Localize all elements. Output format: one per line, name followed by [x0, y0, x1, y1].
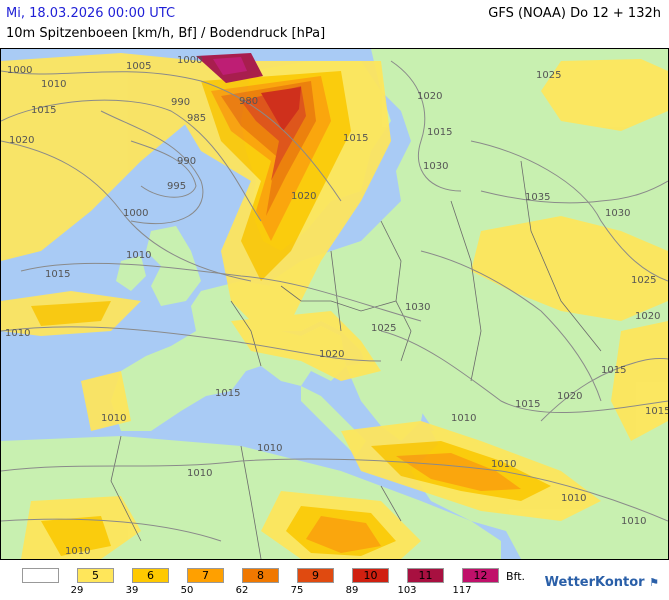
isobar-label: 1015	[31, 105, 56, 116]
legend-cell: 12	[462, 568, 499, 583]
land-balkans	[346, 361, 426, 441]
parameter-title: 10m Spitzenboeen [km/h, Bf] / Bodendruck…	[6, 26, 326, 41]
isobar-label: 1015	[45, 269, 70, 280]
legend-tick: 29	[70, 585, 84, 596]
isobar-label: 1030	[423, 161, 448, 172]
isobar-label: 1010	[257, 443, 282, 454]
isobar-label: 1010	[187, 468, 212, 479]
isobar-label: 995	[167, 181, 186, 192]
legend-cell: 5	[77, 568, 114, 583]
isobar-label: 990	[171, 97, 190, 108]
brand-name: WetterKontor	[544, 575, 645, 590]
isobar-label: 1020	[319, 349, 344, 360]
isobar-label: 1015	[343, 133, 368, 144]
isobar-label: 1025	[631, 275, 656, 286]
land-western-europe	[111, 281, 346, 431]
country-borders	[110, 160, 602, 559]
isobar-label: 1025	[536, 70, 561, 81]
isobar-label: 1010	[561, 493, 586, 504]
legend-tick: 39	[125, 585, 139, 596]
isobar-label: 1015	[645, 406, 668, 417]
legend-cell: 6	[132, 568, 169, 583]
isobar-label: 1010	[126, 250, 151, 261]
legend-cell: 7	[187, 568, 224, 583]
legend-tick: 89	[345, 585, 359, 596]
isobar-label: 1015	[215, 388, 240, 399]
isobar-label: 1015	[427, 127, 452, 138]
wind-flag-icon: ⚑	[649, 576, 659, 589]
isobar-label: 1010	[5, 328, 30, 339]
isobar-label: 1020	[557, 391, 582, 402]
isobar-label: 1010	[491, 459, 516, 470]
legend-cell: 9	[297, 568, 334, 583]
isobar-label: 1030	[405, 302, 430, 313]
isobar-label: 1015	[601, 365, 626, 376]
legend-cell: 8	[242, 568, 279, 583]
isobar-label: 1020	[291, 191, 316, 202]
isobars	[1, 60, 668, 542]
isobar-label: 1000	[7, 65, 32, 76]
isobar-label: 1025	[371, 323, 396, 334]
isobar-label: 980	[239, 96, 258, 107]
isobar-label: 1010	[101, 413, 126, 424]
isobar-label: 1005	[126, 61, 151, 72]
legend-tick: 117	[452, 585, 472, 596]
legend-tick: 50	[180, 585, 194, 596]
isobar-labels: 1000 1010 1005 1000 1015 1020 990 985 98…	[5, 55, 668, 557]
legend-tick: 103	[397, 585, 417, 596]
land-uk	[146, 226, 201, 306]
isobar-label: 1010	[41, 79, 66, 90]
legend-unit: Bft.	[506, 570, 526, 583]
isobar-label: 1020	[9, 135, 34, 146]
legend-tick: 62	[235, 585, 249, 596]
isobar-label: 1035	[525, 192, 550, 203]
legend-cell	[22, 568, 59, 583]
isobar-label: 1000	[177, 55, 202, 66]
legend-cell: 10	[352, 568, 389, 583]
isobar-label: 1010	[621, 516, 646, 527]
legend-cell: 11	[407, 568, 444, 583]
weather-map: 1000 1010 1005 1000 1015 1020 990 985 98…	[0, 48, 669, 560]
isobar-label: 1010	[451, 413, 476, 424]
isobar-label: 1015	[515, 399, 540, 410]
legend-tick: 75	[290, 585, 304, 596]
isobar-label: 985	[187, 113, 206, 124]
isobar-label: 1010	[65, 546, 90, 557]
model-run-info: GFS (NOAA) Do 12 + 132h	[488, 6, 661, 21]
isobar-label: 990	[177, 156, 196, 167]
wetterkontor-logo: WetterKontor ⚑	[545, 575, 659, 590]
isobar-label: 1030	[605, 208, 630, 219]
isobar-label: 1020	[635, 311, 660, 322]
isobar-label: 1020	[417, 91, 442, 102]
forecast-datetime: Mi, 18.03.2026 00:00 UTC	[6, 6, 176, 21]
gust-bands	[1, 53, 668, 559]
isobar-label: 1000	[123, 208, 148, 219]
gust-legend: 5 6 7 8 9 10 11 12 Bft. 29 39 50 62 75 8…	[22, 568, 532, 598]
